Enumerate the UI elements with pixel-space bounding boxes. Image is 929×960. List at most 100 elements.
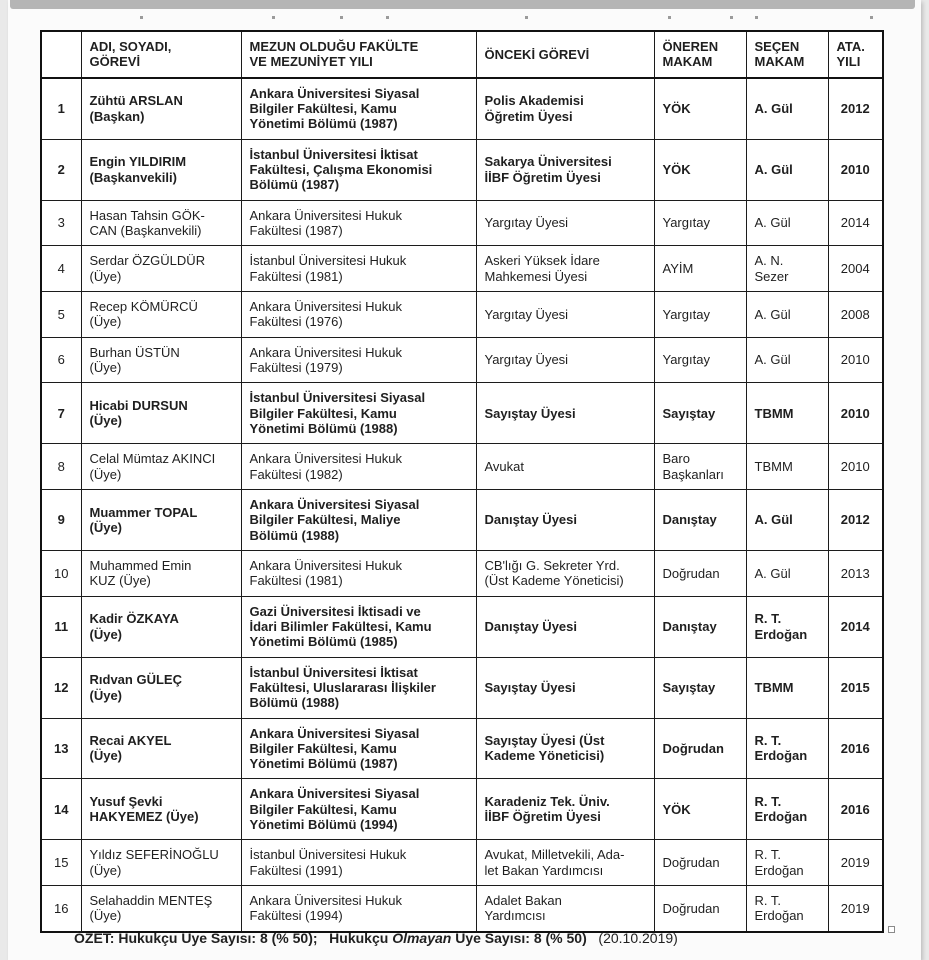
cell-year: 2010 [827,138,884,201]
cell-selector: A. Gül [745,488,829,551]
cell-nominator: AYİM [653,245,747,292]
cell-year: 2016 [827,717,884,780]
table-row: 11 Kadir ÖZKAYA (Üye) Gazi Üniversitesi … [40,595,884,658]
table-header: ADI, SOYADI, GÖREVİ MEZUN OLDUĞU FAKÜLTE… [40,30,884,79]
cell-selector: R. T. Erdoğan [745,717,829,780]
cell-name: Zühtü ARSLAN (Başkan) [80,77,242,140]
cell-year: 2010 [827,443,884,490]
cell-nominator: Sayıştay [653,382,747,445]
table-row: 6 Burhan ÜSTÜN (Üye) Ankara Üniversitesi… [40,336,884,384]
cell-previous: Sayıştay Üyesi [475,656,655,719]
cell-row-number: 16 [40,885,82,933]
col-header-name: ADI, SOYADI, GÖREVİ [80,30,242,79]
document-page: ADI, SOYADI, GÖREVİ MEZUN OLDUĞU FAKÜLTE… [8,0,921,960]
col-header-year: ATA. YILI [827,30,884,79]
col-header-nominator: ÖNEREN MAKAM [653,30,747,79]
cell-previous: Polis Akademisi Öğretim Üyesi [475,77,655,140]
cell-faculty: Ankara Üniversitesi Hukuk Fakültesi (199… [240,885,477,933]
cell-faculty: Ankara Üniversitesi Hukuk Fakültesi (197… [240,290,477,338]
cell-previous: CB'lığı G. Sekreter Yrd. (Üst Kademe Yön… [475,549,655,597]
table-row: 14 Yusuf Şevki HAKYEMEZ (Üye) Ankara Üni… [40,778,884,841]
table-row: 13 Recai AKYEL (Üye) Ankara Üniversitesi… [40,717,884,780]
cell-previous: Avukat, Milletvekili, Ada- let Bakan Yar… [475,839,655,887]
cell-row-number: 15 [40,839,82,887]
cell-year: 2012 [827,77,884,140]
cell-nominator: Yargıtay [653,199,747,247]
cell-year: 2010 [827,336,884,384]
cell-faculty: Ankara Üniversitesi Hukuk Fakültesi (198… [240,199,477,247]
cell-name: Recai AKYEL (Üye) [80,717,242,780]
cell-previous: Yargıtay Üyesi [475,336,655,384]
col-header-previous: ÖNCEKİ GÖREVİ [475,30,655,79]
col-header-selector: SEÇEN MAKAM [745,30,829,79]
cell-name: Celal Mümtaz AKINCI (Üye) [80,443,242,490]
cell-selector: TBMM [745,656,829,719]
summary-text-2: Üye Sayısı: 8 (% 50) [451,930,587,946]
table-resize-handle-marker [888,926,895,933]
cell-name: Recep KÖMÜRCÜ (Üye) [80,290,242,338]
table-row: 16 Selahaddin MENTEŞ (Üye) Ankara Üniver… [40,885,884,933]
cell-faculty: İstanbul Üniversitesi Siyasal Bilgiler F… [240,382,477,445]
cell-year: 2008 [827,290,884,338]
cell-row-number: 2 [40,138,82,201]
cell-name: Yıldız SEFERİNOĞLU (Üye) [80,839,242,887]
cell-previous: Askeri Yüksek İdare Mahkemesi Üyesi [475,245,655,292]
summary-italic-word: Olmayan [392,930,452,946]
table-row: 10 Muhammed Emin KUZ (Üye) Ankara Üniver… [40,549,884,597]
cell-previous: Sakarya Üniversitesi İİBF Öğretim Üyesi [475,138,655,201]
cell-name: Rıdvan GÜLEÇ (Üye) [80,656,242,719]
table-body: 1 Zühtü ARSLAN (Başkan) Ankara Üniversit… [40,77,884,933]
cell-row-number: 3 [40,199,82,247]
cell-row-number: 6 [40,336,82,384]
cell-name: Selahaddin MENTEŞ (Üye) [80,885,242,933]
cell-selector: A. Gül [745,549,829,597]
table-row: 3 Hasan Tahsin GÖK- CAN (Başkanvekili) A… [40,199,884,247]
cell-row-number: 1 [40,77,82,140]
cell-previous: Karadeniz Tek. Üniv. İİBF Öğretim Üyesi [475,778,655,841]
cell-selector: R. T. Erdoğan [745,839,829,887]
cell-faculty: Ankara Üniversitesi Hukuk Fakültesi (198… [240,443,477,490]
cell-year: 2014 [827,595,884,658]
cell-previous: Adalet Bakan Yardımcısı [475,885,655,933]
cell-name: Muammer TOPAL (Üye) [80,488,242,551]
summary-text-1: ÖZET: Hukukçu Üye Sayısı: 8 (% 50); Huku… [74,930,393,946]
cell-nominator: YÖK [653,138,747,201]
cell-year: 2019 [827,839,884,887]
cell-previous: Danıştay Üyesi [475,488,655,551]
cell-nominator: Yargıtay [653,290,747,338]
cell-selector: R. T. Erdoğan [745,885,829,933]
cell-year: 2014 [827,199,884,247]
cell-year: 2016 [827,778,884,841]
cell-selector: A. Gül [745,77,829,140]
summary-date: (20.10.2019) [586,930,678,946]
cell-nominator: Doğrudan [653,885,747,933]
table-row: 4 Serdar ÖZGÜLDÜR (Üye) İstanbul Ünivers… [40,245,884,292]
cell-faculty: Ankara Üniversitesi Siyasal Bilgiler Fak… [240,77,477,140]
cell-year: 2013 [827,549,884,597]
cell-previous: Yargıtay Üyesi [475,290,655,338]
ruler-tick-marks [8,16,921,20]
cell-year: 2019 [827,885,884,933]
cell-nominator: Baro Başkanları [653,443,747,490]
col-header-row-number [40,30,82,79]
cell-faculty: İstanbul Üniversitesi İktisat Fakültesi,… [240,138,477,201]
table-row: 2 Engin YILDIRIM (Başkanvekili) İstanbul… [40,138,884,201]
cell-previous: Danıştay Üyesi [475,595,655,658]
cell-faculty: Ankara Üniversitesi Siyasal Bilgiler Fak… [240,778,477,841]
summary-line: ÖZET: Hukukçu Üye Sayısı: 8 (% 50); Huku… [74,930,914,946]
table-row: 12 Rıdvan GÜLEÇ (Üye) İstanbul Üniversit… [40,656,884,719]
cell-year: 2015 [827,656,884,719]
cell-nominator: YÖK [653,778,747,841]
cell-row-number: 7 [40,382,82,445]
cell-nominator: Sayıştay [653,656,747,719]
cell-nominator: Doğrudan [653,839,747,887]
cell-faculty: Ankara Üniversitesi Siyasal Bilgiler Fak… [240,488,477,551]
cell-year: 2012 [827,488,884,551]
cell-name: Hicabi DURSUN (Üye) [80,382,242,445]
cell-year: 2010 [827,382,884,445]
cell-name: Serdar ÖZGÜLDÜR (Üye) [80,245,242,292]
cell-selector: A. N. Sezer [745,245,829,292]
window-edge-bar [10,0,915,9]
cell-faculty: Gazi Üniversitesi İktisadi ve İdari Bili… [240,595,477,658]
cell-name: Burhan ÜSTÜN (Üye) [80,336,242,384]
